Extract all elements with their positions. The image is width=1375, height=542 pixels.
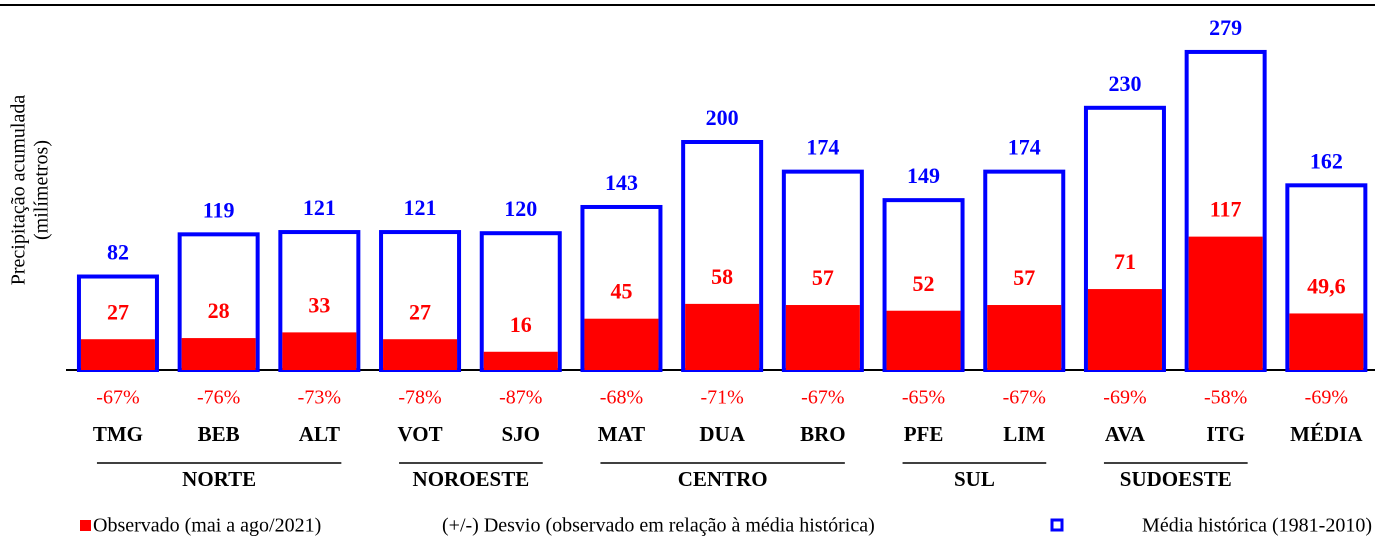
deviation-label: -69%: [1305, 387, 1348, 409]
average-label: 174: [806, 135, 839, 160]
deviation-label: -65%: [902, 387, 945, 409]
observed-label: 52: [913, 271, 935, 296]
x-tick-label: MÉDIA: [1290, 422, 1363, 446]
x-tick-label: ITG: [1206, 422, 1245, 446]
deviation-label: -71%: [700, 387, 743, 409]
observed-bar: [987, 305, 1062, 370]
x-tick-label: BEB: [198, 422, 240, 446]
legend-label: Média histórica (1981-2010): [1142, 515, 1372, 537]
legend-label: (+/-) Desvio (observado em relação à méd…: [442, 515, 875, 537]
y-axis-title: (milímetros): [31, 140, 53, 240]
average-label: 119: [203, 197, 235, 222]
average-label: 279: [1209, 15, 1242, 40]
group-label: CENTRO: [678, 467, 768, 491]
x-tick-label: TMG: [93, 422, 143, 446]
deviation-label: -76%: [197, 387, 240, 409]
observed-bar: [383, 339, 458, 370]
group-label: NOROESTE: [413, 467, 530, 491]
observed-bar: [886, 310, 961, 370]
average-label: 143: [605, 170, 638, 195]
observed-label: 49,6: [1307, 274, 1346, 299]
observed-bar: [282, 332, 357, 370]
group-label: SUDOESTE: [1120, 467, 1232, 491]
average-label: 82: [107, 240, 129, 265]
observed-bar: [181, 338, 256, 370]
observed-label: 117: [1210, 197, 1242, 222]
y-axis-title: Precipitação acumulada: [8, 95, 30, 286]
observed-label: 28: [208, 298, 230, 323]
average-label: 121: [404, 195, 437, 220]
observed-bar: [584, 318, 659, 370]
x-tick-label: ALT: [299, 422, 340, 446]
x-tick-label: VOT: [398, 422, 443, 446]
observed-label: 57: [812, 265, 834, 290]
average-label: 200: [706, 105, 739, 130]
observed-label: 33: [308, 292, 330, 317]
x-tick-label: PFE: [904, 422, 944, 446]
average-label: 120: [504, 196, 537, 221]
legend-swatch: [1050, 518, 1064, 532]
average-label: 149: [907, 163, 940, 188]
x-tick-label: BRO: [800, 422, 846, 446]
average-bar: [479, 231, 562, 372]
deviation-label: -68%: [600, 387, 643, 409]
deviation-label: -73%: [298, 387, 341, 409]
x-tick-label: LIM: [1003, 422, 1045, 446]
observed-bar: [1087, 289, 1162, 370]
average-label: 121: [303, 195, 336, 220]
observed-bar: [483, 351, 558, 370]
observed-label: 45: [610, 279, 632, 304]
observed-label: 57: [1013, 265, 1035, 290]
average-label: 230: [1108, 71, 1141, 96]
deviation-label: -78%: [398, 387, 441, 409]
deviation-label: -67%: [96, 387, 139, 409]
observed-bar: [1188, 236, 1263, 370]
deviation-label: -69%: [1103, 387, 1146, 409]
deviation-label: -67%: [801, 387, 844, 409]
legend-label: Observado (mai a ago/2021): [93, 515, 321, 537]
deviation-label: -58%: [1204, 387, 1247, 409]
x-tick-label: DUA: [699, 422, 745, 446]
observed-label: 27: [107, 299, 129, 324]
x-tick-label: SJO: [501, 422, 540, 446]
average-label: 162: [1310, 148, 1343, 173]
x-tick-label: AVA: [1105, 422, 1146, 446]
observed-bar: [80, 339, 155, 370]
group-label: SUL: [954, 467, 995, 491]
observed-label: 58: [711, 264, 733, 289]
observed-bar: [685, 303, 760, 370]
x-tick-label: MAT: [598, 422, 645, 446]
legend-swatch: [80, 520, 91, 531]
observed-label: 71: [1114, 249, 1136, 274]
observed-bar: [1289, 313, 1364, 370]
observed-bar: [785, 305, 860, 370]
group-label: NORTE: [182, 467, 256, 491]
average-label: 174: [1008, 135, 1041, 160]
deviation-label: -67%: [1003, 387, 1046, 409]
observed-label: 27: [409, 299, 431, 324]
observed-label: 16: [510, 312, 532, 337]
deviation-label: -87%: [499, 387, 542, 409]
